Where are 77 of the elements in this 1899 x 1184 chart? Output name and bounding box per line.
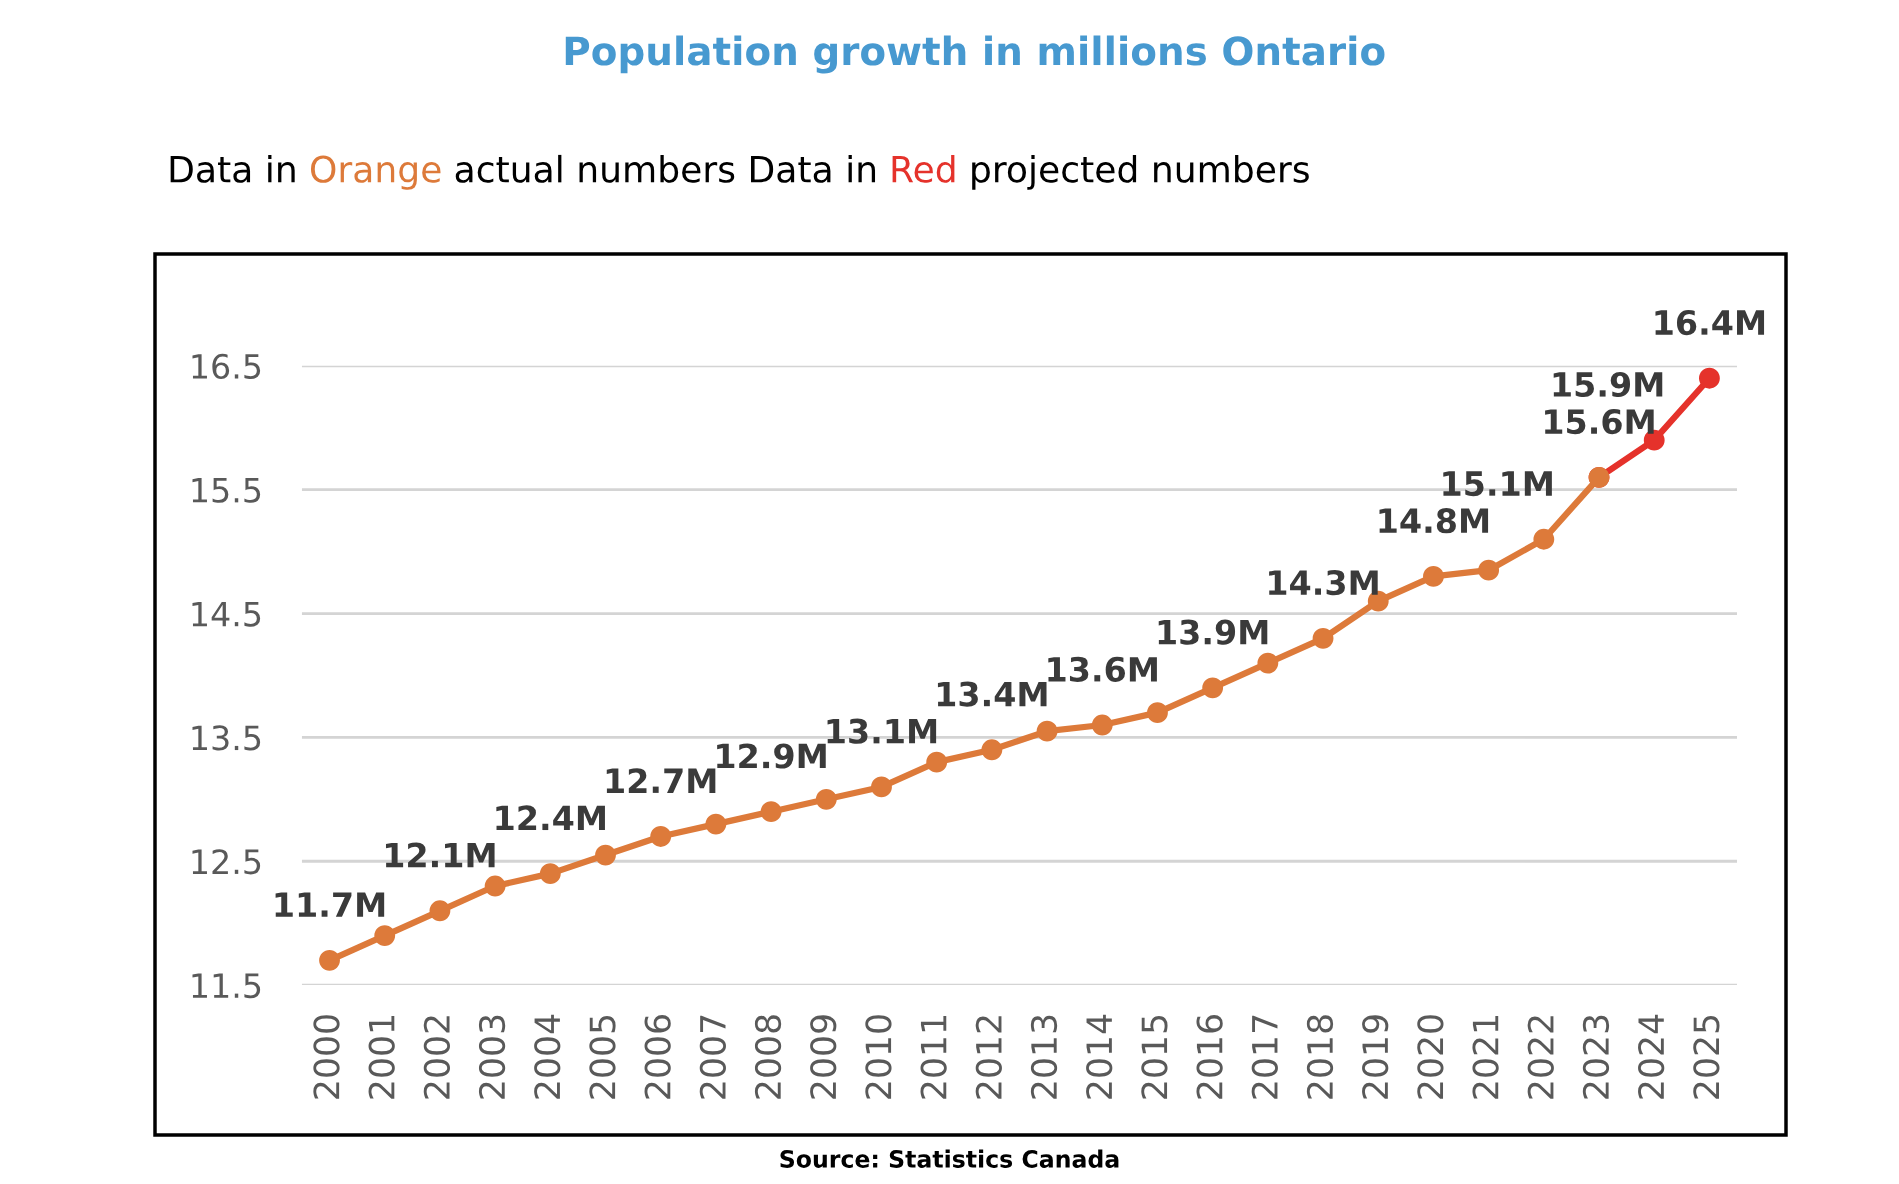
point: [374, 925, 396, 946]
x-tick-label: 2000: [313, 1015, 340, 1099]
text: Red: [892, 154, 955, 183]
x-tick-label: 2016: [1196, 1015, 1223, 1099]
point: [1533, 528, 1555, 550]
point: [1423, 565, 1444, 587]
point: [1202, 677, 1224, 699]
x-tick-label: 2007: [699, 1015, 726, 1099]
y-tick-label: 14.5: [192, 601, 261, 627]
x-tick-label: 2015: [1141, 1015, 1168, 1099]
data-label: 15.6M: [1545, 409, 1654, 435]
point: [1699, 367, 1720, 389]
point: [429, 900, 451, 922]
data-label: 12.7M: [606, 768, 716, 793]
x-tick-label: 2020: [1417, 1015, 1444, 1099]
x-tick-label: 2022: [1527, 1016, 1554, 1099]
point: [1478, 559, 1500, 581]
x-tick-label: 2019: [1362, 1015, 1389, 1099]
point: [1257, 652, 1279, 674]
x-tick-label: 2014: [1086, 1014, 1113, 1099]
x-tick-label: 2013: [1030, 1015, 1058, 1099]
data-label: 15.1M: [1443, 471, 1552, 497]
text: projected numbers: [972, 154, 1309, 190]
point: [319, 949, 340, 971]
data-label: 14.8M: [1379, 508, 1489, 534]
x-tick-label: 2002: [423, 1016, 450, 1099]
x-tick-label: 2008: [754, 1015, 782, 1099]
x-tick-label: 2005: [589, 1015, 616, 1099]
chart-title: Population growth in millions Ontario: [565, 35, 1385, 74]
data-label: 15.9M: [1553, 371, 1663, 398]
point: [539, 863, 561, 885]
y-tick-label: 11.5: [192, 973, 261, 999]
y-tick-label: 16.5: [192, 353, 261, 379]
x-tick-label: 2012: [975, 1016, 1002, 1099]
data-label: 12.9M: [717, 743, 826, 769]
data-label: 11.7M: [275, 892, 385, 917]
point: [760, 801, 782, 823]
x-tick-label: 2024: [1638, 1014, 1665, 1099]
point: [981, 739, 1003, 761]
x-tick-label: 2025: [1693, 1015, 1720, 1099]
point: [926, 751, 948, 773]
point: [705, 813, 727, 835]
point: [650, 826, 672, 847]
point: [484, 875, 506, 897]
point: [815, 788, 837, 810]
point: [871, 776, 892, 798]
data-label: 13.1M: [827, 718, 937, 744]
data-label: 13.6M: [1048, 656, 1157, 682]
y-tick-label: 15.5: [192, 478, 261, 503]
point: [1036, 720, 1058, 742]
x-tick-label: 2006: [644, 1015, 671, 1099]
source-note: Source: Statistics Canada: [780, 1149, 1119, 1168]
x-tick-label: 2001: [368, 1016, 395, 1099]
text: actual numbers Data in: [455, 154, 876, 183]
x-tick-label: 2018: [1306, 1015, 1334, 1099]
data-label: 16.4M: [1655, 309, 1765, 336]
point: [1091, 714, 1113, 736]
text: Data in: [170, 154, 295, 183]
x-tick-label: 2023: [1582, 1015, 1610, 1099]
data-label: 12.1M: [385, 842, 495, 868]
x-tick-label: 2011: [920, 1016, 947, 1099]
data-label: 13.9M: [1158, 619, 1268, 645]
x-tick-label: 2003: [478, 1015, 506, 1099]
data-label: 13.4M: [937, 681, 1047, 707]
x-tick-label: 2010: [865, 1015, 892, 1099]
y-tick-label: 13.5: [192, 725, 261, 751]
data-label: 14.3M: [1269, 570, 1378, 596]
point: [595, 844, 616, 866]
data-label: 12.4M: [496, 805, 605, 831]
x-tick-label: 2017: [1251, 1015, 1278, 1099]
point: [1147, 702, 1168, 724]
text: Orange: [311, 155, 441, 190]
x-tick-label: 2004: [534, 1014, 561, 1099]
point: [1312, 627, 1334, 649]
y-tick-label: 12.5: [192, 849, 261, 875]
x-tick-label: 2009: [810, 1015, 837, 1099]
x-tick-label: 2021: [1472, 1016, 1499, 1099]
